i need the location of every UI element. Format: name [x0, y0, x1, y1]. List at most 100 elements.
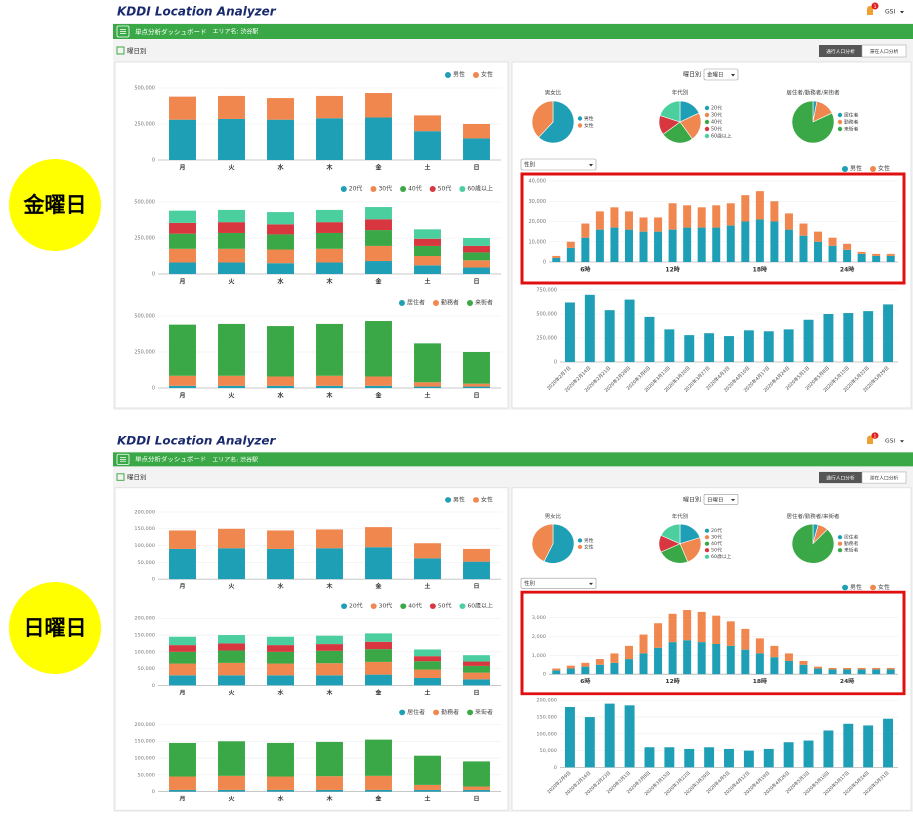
bar — [755, 638, 764, 654]
legend-swatch — [370, 603, 377, 609]
legend-swatch — [577, 116, 583, 121]
user-menu[interactable]: GSI — [885, 9, 895, 16]
menu-button[interactable] — [116, 25, 130, 38]
select-label: 曜日別 — [683, 496, 701, 504]
bar — [414, 661, 441, 670]
bar — [828, 667, 837, 670]
bar — [365, 117, 392, 160]
x-tick-label: 木 — [325, 688, 332, 696]
bar — [564, 706, 575, 768]
x-tick-label: 24時 — [840, 677, 855, 685]
legend-swatch — [837, 548, 843, 553]
pie-title: 年代別 — [672, 512, 688, 520]
bar — [726, 225, 735, 262]
bar — [463, 267, 490, 274]
bar — [872, 667, 881, 670]
bar — [169, 789, 196, 792]
bar — [316, 635, 343, 645]
legend-label: 勤務者 — [844, 119, 859, 126]
bell-icon[interactable] — [867, 435, 873, 444]
bar — [463, 252, 490, 261]
legend-label: 勤務者 — [441, 299, 459, 307]
bar — [595, 229, 604, 262]
tab-active[interactable] — [819, 45, 862, 57]
legend-swatch — [398, 300, 405, 306]
y-tick-label: 50,000 — [138, 560, 155, 566]
legend-label: 居住者 — [407, 299, 425, 307]
bar — [683, 610, 692, 641]
legend-label: 20代 — [349, 185, 363, 193]
bar — [883, 718, 894, 768]
day-label: 日曜日 — [24, 616, 87, 640]
user-menu[interactable]: GSI — [885, 439, 896, 445]
bar — [169, 210, 196, 223]
x-tick-label: 月 — [178, 164, 185, 172]
tab-label: 滞在人口分析 — [870, 48, 899, 55]
x-tick-label: 水 — [278, 688, 284, 696]
x-tick-label: 6時 — [580, 677, 590, 685]
bar — [316, 529, 343, 549]
day-select[interactable] — [703, 68, 739, 81]
bar — [316, 385, 343, 388]
tab-active[interactable] — [819, 471, 862, 484]
y-tick-label: 150,000 — [134, 526, 155, 532]
y-tick-label: 200,000 — [134, 722, 155, 728]
bar — [595, 211, 604, 230]
bar — [169, 548, 196, 580]
bar — [763, 748, 774, 768]
tab[interactable] — [861, 44, 907, 58]
legend-label: 60歳以上 — [467, 602, 493, 610]
legend-swatch — [704, 112, 710, 118]
legend-label: 30代 — [711, 534, 722, 541]
bar — [365, 641, 392, 650]
tab[interactable] — [861, 471, 907, 484]
bar — [169, 530, 196, 549]
bar — [267, 249, 294, 264]
bar — [414, 755, 441, 785]
metric-select[interactable] — [520, 158, 597, 171]
bar — [644, 316, 655, 362]
y-tick-label: 0 — [543, 672, 546, 678]
bar — [316, 650, 343, 664]
y-tick-label: 20,000 — [529, 219, 547, 225]
legend-swatch — [341, 603, 348, 609]
legend-swatch — [432, 300, 439, 306]
bar — [218, 775, 245, 790]
bell-icon[interactable] — [867, 6, 873, 15]
highlight-box — [520, 590, 906, 696]
menu-button[interactable] — [116, 453, 130, 465]
legend-label: 勤務者 — [844, 540, 859, 547]
x-tick-label: 金 — [374, 164, 382, 172]
x-tick-label: 水 — [278, 582, 284, 590]
bar — [463, 245, 490, 253]
bar — [712, 205, 721, 228]
bar — [218, 248, 245, 263]
metric-select[interactable] — [520, 577, 597, 589]
day-select[interactable] — [703, 494, 739, 505]
legend: 男性 女性 — [841, 165, 890, 173]
x-tick-label: 日 — [473, 279, 479, 286]
bar — [267, 385, 294, 388]
legend-label: 来街者 — [475, 708, 493, 716]
bar — [414, 386, 441, 388]
bar — [316, 548, 343, 580]
legend-swatch — [837, 112, 843, 118]
bar — [316, 209, 343, 223]
legend-swatch — [704, 119, 710, 125]
bar — [584, 294, 595, 362]
nav-bar — [113, 452, 913, 467]
y-tick-label: 10,000 — [529, 239, 547, 245]
bar — [814, 231, 823, 242]
bar — [783, 742, 794, 768]
legend-label: 20代 — [349, 602, 363, 610]
legend-label: 40代 — [711, 540, 722, 547]
nav-area: エリア名: 渋谷駅 — [213, 28, 259, 36]
legend-swatch — [370, 186, 377, 192]
bar — [668, 203, 677, 230]
bar — [624, 211, 633, 230]
bar — [857, 253, 866, 262]
x-tick-label: 火 — [229, 689, 235, 696]
legend-swatch — [577, 123, 583, 128]
bar — [743, 750, 754, 768]
bar — [169, 636, 196, 646]
